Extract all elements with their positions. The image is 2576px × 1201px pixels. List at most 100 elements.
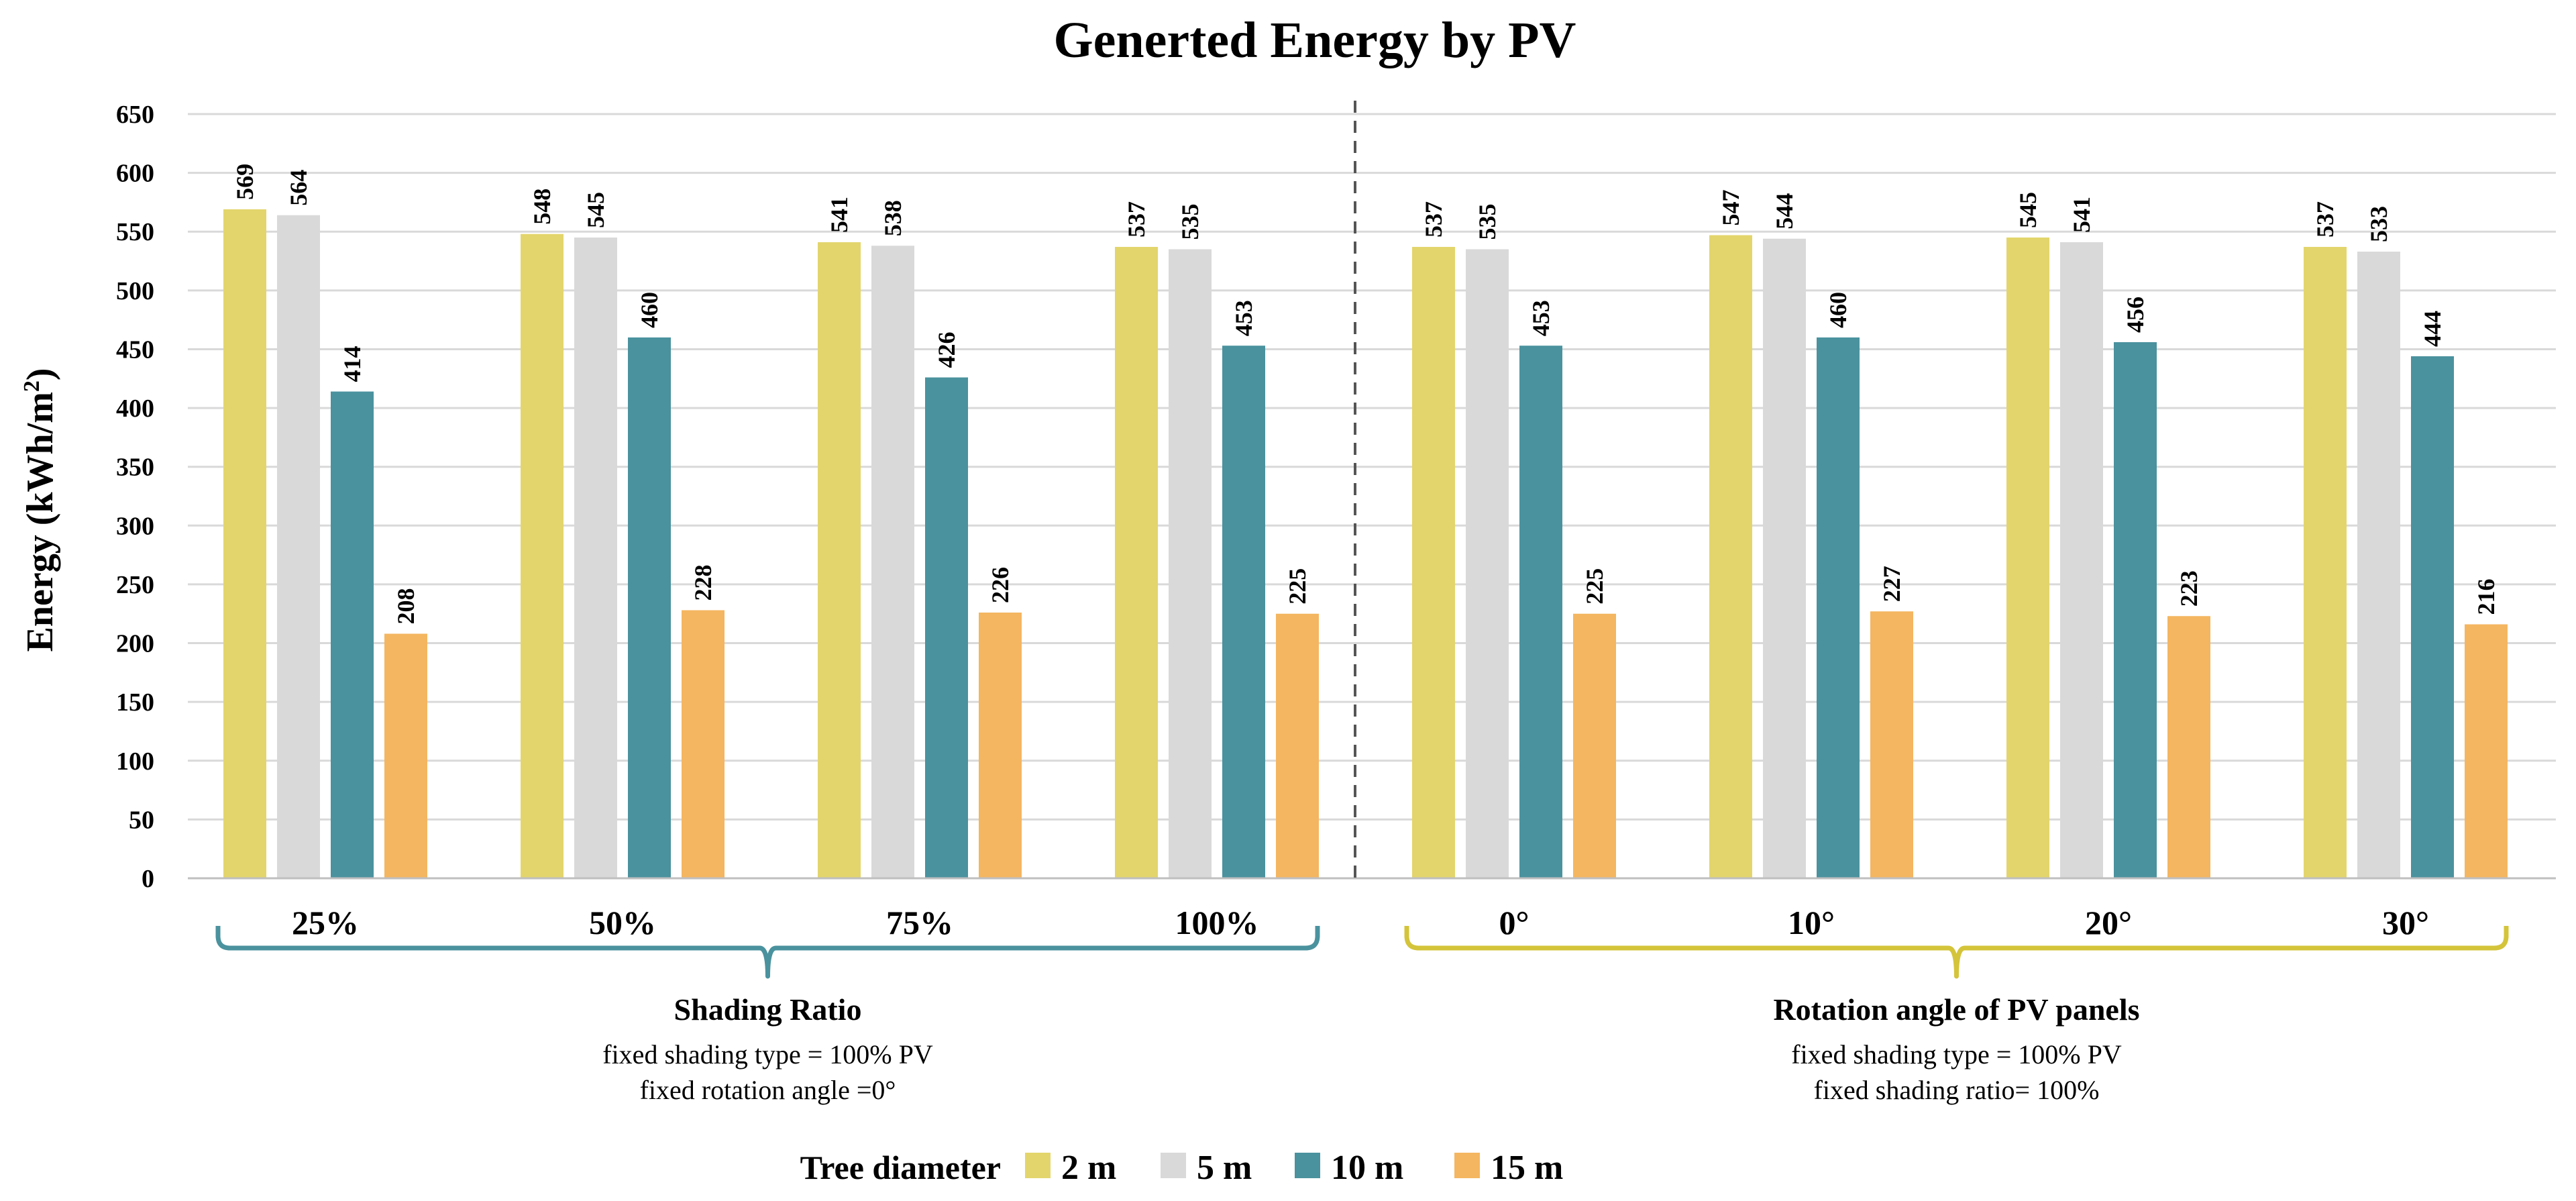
bars [223, 209, 2508, 879]
data-label: 227 [1878, 566, 1905, 602]
y-axis-label: Energy (kWh/m2) [19, 368, 61, 651]
y-axis-label-main: Energy (kWh/m [19, 392, 61, 651]
data-label: 225 [1581, 568, 1608, 605]
legend-entry-label: 5 m [1197, 1149, 1252, 1187]
chart-title: Generted Energy by PV [1054, 12, 1576, 68]
bar [682, 610, 724, 878]
bar [1763, 238, 1806, 878]
data-label: 564 [285, 170, 312, 206]
bar [2304, 247, 2347, 879]
bar [1817, 337, 1860, 878]
legend-swatch [1295, 1153, 1320, 1178]
data-label: 226 [987, 567, 1014, 603]
data-label: 216 [2473, 579, 2500, 615]
bar [628, 337, 671, 878]
category-label: 30° [2382, 904, 2429, 941]
y-tick-label: 0 [142, 865, 154, 893]
bar [979, 612, 1022, 878]
data-label: 223 [2176, 570, 2202, 607]
category-label: 10° [1788, 904, 1835, 941]
group-title: Shading Ratio [674, 992, 862, 1027]
data-label: 548 [529, 189, 555, 225]
data-label: 535 [1177, 204, 1203, 240]
bar [277, 215, 320, 878]
legend-swatch [1454, 1153, 1480, 1178]
y-axis-label-close: ) [19, 368, 61, 380]
data-label: 569 [231, 164, 258, 200]
bar [2060, 242, 2103, 878]
y-tick-label: 300 [116, 512, 154, 540]
bar [521, 233, 564, 879]
bar [1709, 235, 1752, 879]
bar [2006, 237, 2049, 878]
group-annotations: Shading Ratio fixed shading type = 100% P… [215, 926, 2509, 1105]
legend: Tree diameter 2 m 5 m 10 m 15 m [800, 1149, 1564, 1187]
data-label: 537 [2312, 201, 2339, 238]
group-note: fixed shading type = 100% PV [602, 1039, 933, 1069]
data-label: 533 [2365, 206, 2392, 242]
data-label: 426 [933, 332, 960, 368]
data-label: 535 [1474, 204, 1501, 240]
y-tick-label: 500 [116, 277, 154, 305]
bar [384, 633, 427, 878]
bar [1222, 346, 1265, 878]
bar [1276, 613, 1319, 878]
data-label: 208 [392, 588, 419, 625]
category-labels: 25% 50% 75% 100% 0° 10° 20° 30° [292, 904, 2429, 941]
bar [871, 246, 914, 879]
category-label: 25% [292, 904, 359, 941]
data-label: 541 [826, 197, 853, 233]
data-label: 225 [1284, 568, 1311, 605]
bar [331, 391, 374, 878]
legend-entry-label: 15 m [1491, 1149, 1563, 1187]
data-label: 537 [1123, 201, 1150, 238]
bar [925, 377, 968, 878]
y-tick-label: 400 [116, 395, 154, 423]
data-label: 444 [2419, 311, 2446, 347]
data-label: 541 [2068, 197, 2095, 233]
legend-entry-label: 2 m [1061, 1149, 1116, 1187]
group-bracket [215, 926, 1320, 979]
bar [2465, 624, 2508, 878]
category-label: 20° [2085, 904, 2132, 941]
data-label: 545 [2015, 192, 2041, 228]
data-label: 544 [1771, 193, 1798, 229]
bar [1412, 247, 1455, 879]
bar [1466, 249, 1509, 878]
y-tick-label: 100 [116, 747, 154, 776]
bar [574, 237, 617, 878]
data-label: 545 [582, 192, 609, 228]
bar [818, 242, 861, 878]
bar [2167, 616, 2210, 878]
y-tick-label: 350 [116, 454, 154, 482]
y-tick-label: 600 [116, 160, 154, 188]
y-tick-label: 200 [116, 630, 154, 658]
data-label: 460 [1825, 292, 1851, 328]
data-label: 453 [1527, 300, 1554, 336]
bar [1519, 346, 1562, 878]
data-label: 414 [339, 346, 366, 382]
y-tick-label: 50 [129, 806, 154, 834]
group-note: fixed rotation angle =0° [640, 1075, 896, 1105]
bar [223, 209, 266, 879]
bar [1169, 249, 1212, 878]
legend-swatch [1161, 1153, 1186, 1178]
data-label: 456 [2122, 297, 2149, 333]
data-labels: 569 548 541 537 537 547 545 537 564 545 538 535 535 5… [231, 164, 2500, 625]
y-axis-label-superscript: 2 [19, 380, 44, 392]
data-label: 460 [636, 292, 663, 328]
y-tick-label: 450 [116, 335, 154, 364]
group-title: Rotation angle of PV panels [1773, 992, 2139, 1027]
data-label: 537 [1420, 201, 1447, 238]
data-label: 547 [1717, 189, 1744, 225]
y-tick-label: 150 [116, 688, 154, 717]
y-tick-label: 250 [116, 571, 154, 599]
legend-entry-label: 10 m [1331, 1149, 1403, 1187]
category-label: 50% [589, 904, 656, 941]
y-axis-ticks: 0 50 100 150 200 250 300 350 400 450 500 550 600 650 [116, 101, 154, 893]
bar [1870, 611, 1913, 878]
group-note: fixed shading ratio= 100% [1814, 1075, 2100, 1105]
data-label: 228 [690, 564, 716, 600]
bar [1573, 613, 1616, 878]
